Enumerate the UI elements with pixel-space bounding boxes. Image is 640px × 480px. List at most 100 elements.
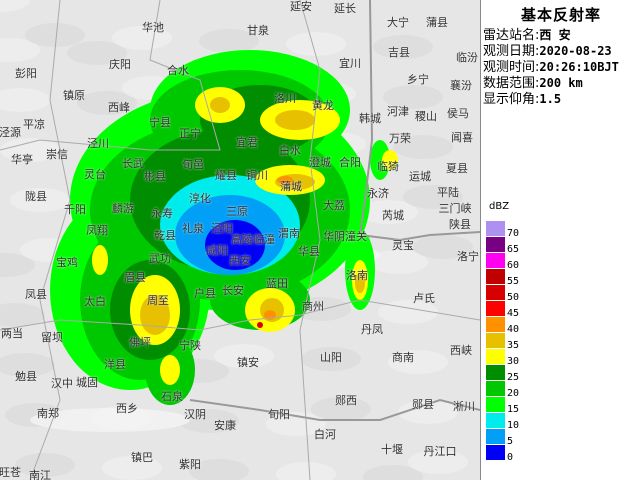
legend-unit: dBZ — [489, 201, 510, 212]
city-label: 华亭 — [11, 153, 33, 166]
city-label: 丹凤 — [361, 323, 383, 336]
terrain-shade — [286, 32, 346, 56]
terrain-shade — [373, 35, 433, 59]
info-row: 数据范围:200 km — [483, 75, 583, 92]
city-label: 华阴潼关 — [323, 230, 367, 243]
city-label: 合阳 — [339, 156, 361, 169]
radar-echo — [370, 140, 390, 180]
city-label: 洛南 — [346, 269, 368, 282]
info-row: 观测日期:2020-08-23 — [483, 43, 612, 60]
boundary-line — [0, 299, 480, 331]
city-label: 黄龙 — [312, 99, 334, 112]
city-label: 白河 — [314, 428, 336, 441]
city-label: 高陵临潼 — [231, 233, 275, 246]
city-label: 铜川 — [246, 169, 268, 182]
city-label: 长安 — [222, 284, 244, 297]
city-label: 西峡 — [450, 344, 472, 357]
terrain-shade — [388, 350, 448, 374]
city-label: 白水 — [279, 144, 301, 157]
city-label: 灵宝 — [392, 239, 414, 252]
terrain-shade — [112, 26, 172, 50]
city-label: 镇安 — [237, 356, 259, 369]
legend-tick: 55 — [507, 276, 520, 287]
city-label: 澄城 — [309, 156, 331, 169]
city-label: 旬邑 — [182, 158, 204, 171]
legend-swatch — [486, 253, 505, 268]
city-label: 运城 — [409, 170, 431, 183]
terrain-shade — [102, 456, 162, 480]
city-label: 灵台 — [84, 168, 106, 181]
legend-swatch — [486, 285, 505, 300]
city-label: 宜川 — [339, 57, 361, 70]
city-label: 留坝 — [41, 331, 63, 344]
city-label: 彬县 — [144, 170, 166, 183]
city-label: 山阳 — [320, 351, 342, 364]
info-value: 2020-08-23 — [539, 44, 612, 58]
terrain-shade — [214, 344, 274, 368]
legend-swatch — [486, 269, 505, 284]
city-label: 千阳 — [64, 203, 86, 216]
city-label: 洋县 — [104, 358, 126, 371]
city-label: 襄汾 — [450, 79, 472, 92]
terrain-shade — [403, 185, 463, 209]
city-label: 商南 — [392, 351, 414, 364]
city-label: 闻喜 — [451, 131, 473, 144]
legend-tick: 50 — [507, 292, 520, 303]
terrain-shade — [276, 462, 336, 480]
city-label: 庆阳 — [109, 58, 131, 71]
city-label: 西安 — [229, 254, 251, 267]
city-label: 汉中 — [51, 377, 73, 390]
city-label: 咸阳 — [206, 244, 228, 257]
info-value: 20:26:10BJT — [539, 60, 619, 74]
city-label: 大宁 — [387, 16, 409, 29]
city-label: 郧县 — [412, 398, 434, 411]
city-label: 卢氏 — [413, 292, 435, 305]
info-value: 1.5 — [539, 92, 562, 106]
city-label: 洛川 — [274, 92, 296, 105]
legend-swatch — [486, 349, 505, 364]
terrain-shade — [10, 188, 70, 212]
legend-tick: 40 — [507, 324, 520, 335]
valley-shade — [30, 408, 190, 432]
city-label: 蓝田 — [266, 277, 288, 290]
city-label: 崇信 — [46, 148, 68, 161]
city-label: 凤翔 — [86, 224, 108, 237]
city-label: 安康 — [214, 419, 236, 432]
city-label: 河津 — [387, 105, 409, 118]
city-label: 十堰 — [381, 443, 403, 456]
city-label: 西峰 — [108, 101, 130, 114]
legend-swatch — [486, 317, 505, 332]
legend-swatch — [486, 237, 505, 252]
city-label: 蒲城 — [280, 180, 302, 193]
city-label: 华池 — [142, 21, 164, 34]
info-label: 观测时间: — [483, 60, 540, 75]
legend-tick: 25 — [507, 372, 520, 383]
city-label: 洛宁 — [457, 250, 479, 263]
city-label: 旬阳 — [268, 408, 290, 421]
info-value: 西 安 — [539, 28, 571, 42]
city-label: 陕县 — [449, 218, 471, 231]
legend-swatch — [486, 381, 505, 396]
info-label: 显示仰角: — [483, 92, 540, 107]
city-label: 南郑 — [37, 407, 59, 420]
city-label: 永寿 — [151, 207, 173, 220]
radar-echo — [160, 355, 180, 385]
city-label: 汉阴 — [184, 408, 206, 421]
city-label: 宝鸡 — [56, 256, 78, 269]
radar-map: 延安 延长 大宁 蒲县 甘泉 宜川 吉县 临汾 乡宁 襄汾 河津 稷山 侯马 韩城 万荣 闻喜 合阳 临猗 运城 夏县… — [0, 0, 480, 480]
city-label: 眉县 — [124, 271, 146, 284]
city-label: 三门峡 — [438, 202, 472, 215]
legend-tick: 5 — [507, 436, 514, 447]
city-label: 正宁 — [179, 127, 201, 140]
boundary-line — [0, 0, 221, 151]
city-label: 太白 — [84, 295, 106, 308]
legend-tick: 10 — [507, 420, 520, 431]
terrain-shade — [368, 250, 428, 274]
legend-tick: 45 — [507, 308, 520, 319]
radar-echo-layer — [0, 0, 480, 480]
info-row: 观测时间:20:26:10BJT — [483, 59, 619, 76]
city-label: 乾县 — [154, 229, 176, 242]
terrain-shade — [358, 200, 418, 224]
boundary-line — [29, 0, 71, 480]
terrain-shade — [0, 303, 45, 327]
